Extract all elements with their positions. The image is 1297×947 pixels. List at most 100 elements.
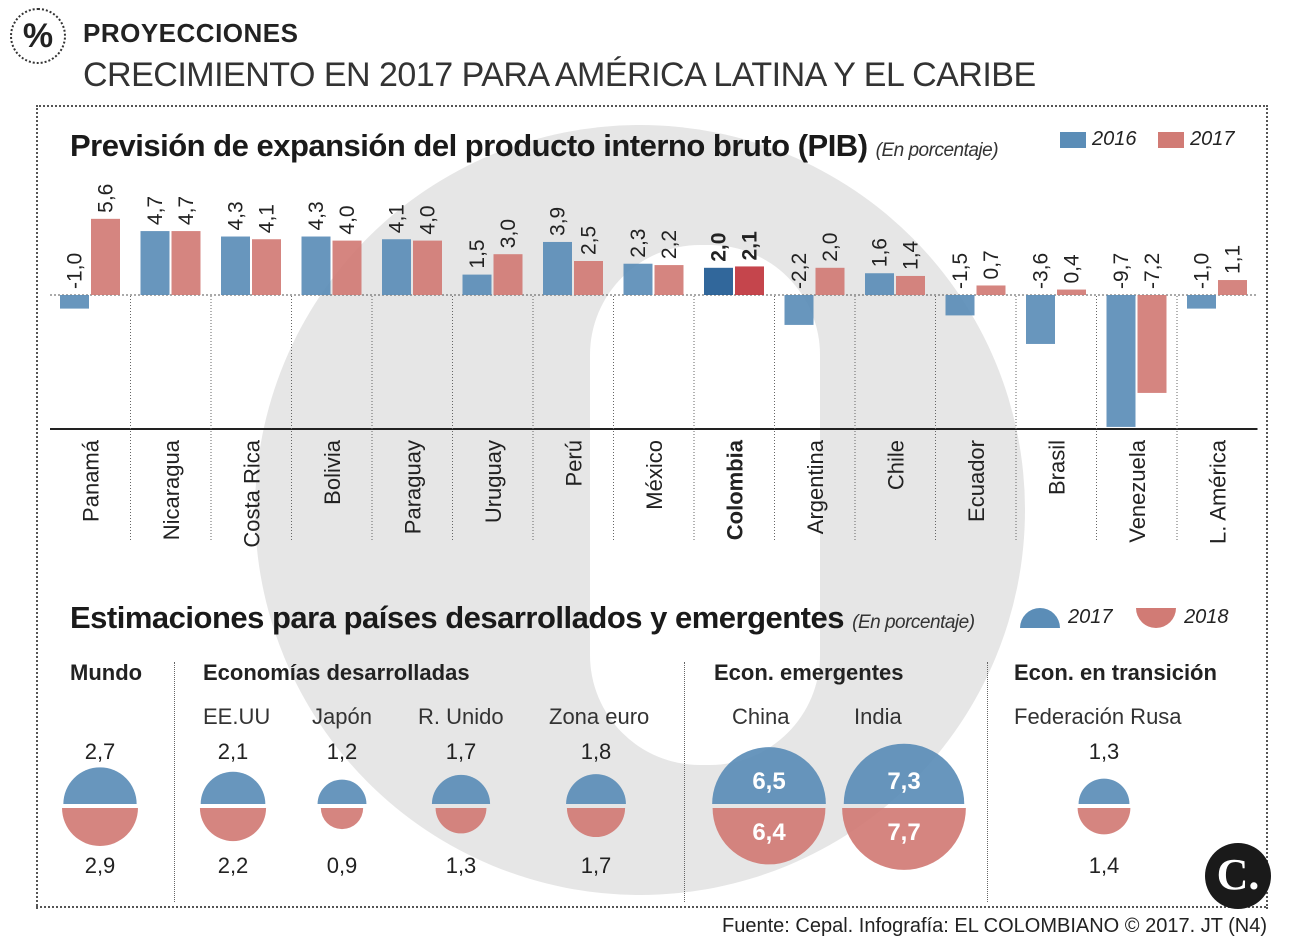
bar-label-2017-1: 4,7 [175,196,198,225]
category-label-13: Venezuela [1125,439,1150,543]
bubble-value-2018-3-0: 1,4 [1089,853,1120,878]
bar-2017-1 [171,231,201,295]
bubble-value-2017-3-0: 1,3 [1089,739,1120,764]
bar-2016-1 [140,231,170,295]
bar-label-2016-5: 1,5 [466,239,489,268]
bar-label-2016-14: -1,0 [1191,253,1214,289]
bubble-value-2017-2-0: 6,5 [752,768,785,795]
group-label-desarrolladas: Economías desarrolladas [203,660,470,685]
bar-2017-7 [654,265,684,295]
bubble-top-2017-1-2 [431,774,491,804]
category-label-10: Chile [883,440,908,490]
bar-2017-12 [1057,289,1086,295]
bar-label-2017-11: 0,7 [980,250,1003,279]
category-label-14: L. América [1205,439,1230,544]
bar-label-2016-13: -9,7 [1110,253,1133,289]
gdp-bar-chart: -1,0 5,6 Panamá 4,7 4,7 Nicaragua 4,3 4,1 Costa … [50,184,1258,548]
gdp-legend: 2016 2017 [1060,128,1235,151]
bubble-bottom-2018-3-0 [1077,808,1131,835]
bar-2016-13 [1106,295,1136,427]
bubble-top-2017-3-0 [1078,778,1130,804]
section-kicker: PROYECCIONES [83,18,299,48]
bar-2016-11 [945,295,975,316]
legend-half-dot-2017-icon [1020,607,1060,628]
bar-label-2016-9: -2,2 [788,253,811,289]
bar-2017-14 [1218,280,1247,295]
bubble-bottom-2018-0-0 [62,808,138,846]
bar-2016-4 [382,239,411,295]
bubble-top-2017-2-1 [843,743,965,804]
bubble-bottom-2018-2-1 [842,808,966,870]
bar-2016-10 [865,273,894,295]
bubble-country-rusia: Federación Rusa [1014,704,1182,729]
bubble-value-2018-1-1: 0,9 [327,853,358,878]
bar-2017-13 [1137,295,1167,393]
bar-label-2017-13: -7,2 [1141,253,1164,289]
bar-label-2016-1: 4,7 [144,196,167,225]
bar-2016-12 [1026,295,1055,344]
bubble-value-2018-1-0: 2,2 [218,853,249,878]
watermark-logo [255,125,1025,895]
percent-badge-icon: % [10,8,66,64]
bar-label-2017-12: 0,4 [1061,254,1084,284]
panel-frame [36,105,1268,909]
bar-label-2016-0: -1,0 [64,253,87,289]
bubble-bottom-2018-2-0 [712,808,826,865]
bar-label-2016-4: 4,1 [386,204,409,233]
category-label-4: Paraguay [400,440,425,534]
gdp-title-text: Previsión de expansión del producto inte… [70,128,868,163]
group-separator [684,662,685,902]
bar-label-2017-8: 2,1 [739,231,762,261]
bar-label-2016-12: -3,6 [1030,253,1053,289]
category-label-12: Brasil [1044,440,1069,495]
legend-half-dot-2018-icon [1136,607,1177,628]
bar-label-2016-7: 2,3 [627,229,650,258]
page-title: CRECIMIENTO EN 2017 PARA AMÉRICA LATINA … [83,56,1036,94]
bar-2016-7 [623,263,653,295]
bar-2016-9 [784,295,814,325]
estimates-chart-title: Estimaciones para países desarrollados y… [70,600,975,636]
source-credit: Fuente: Cepal. Infografía: EL COLOMBIANO… [722,915,1267,937]
bubble-country-china: China [732,704,790,729]
group-label-emergentes: Econ. emergentes [714,660,904,685]
bubble-country-japon: Japón [312,704,372,729]
bar-label-2017-3: 4,0 [336,205,359,234]
bar-2016-5 [462,274,492,295]
bar-2016-0 [60,295,89,309]
bar-2017-11 [976,285,1006,295]
legend-swatch-2016 [1060,131,1086,148]
bar-label-2017-4: 4,0 [417,205,440,234]
category-label-11: Ecuador [964,440,989,522]
legend-label-bub-2018: 2018 [1184,606,1229,628]
bar-2017-9 [815,267,845,295]
category-label-8: Colombia [722,439,747,540]
bar-2017-6 [574,261,603,295]
bubble-top-2017-2-0 [712,747,826,804]
estimates-title-text: Estimaciones para países desarrollados y… [70,600,845,635]
bubble-bottom-2018-1-0 [199,808,267,842]
bar-label-2016-2: 4,3 [225,201,248,230]
bubble-value-2018-0-0: 2,9 [85,853,116,878]
bar-label-2017-7: 2,2 [658,230,681,259]
bar-label-2016-3: 4,3 [305,201,328,230]
bubble-top-2017-1-3 [566,774,626,804]
category-label-1: Nicaragua [159,439,184,540]
legend-label-2016: 2016 [1092,128,1137,150]
bubble-value-2017-1-2: 1,7 [446,739,477,764]
bar-label-2016-10: 1,6 [869,238,892,267]
legend-label-2017: 2017 [1190,128,1235,150]
bar-label-2017-0: 5,6 [95,184,118,213]
group-label-transicion: Econ. en transición [1014,660,1217,685]
newspaper-logo-icon: C. [1205,843,1271,909]
bubble-value-2018-2-1: 7,7 [887,819,920,846]
bar-2017-4 [413,240,442,295]
category-label-3: Bolivia [320,439,345,505]
gdp-chart-title: Previsión de expansión del producto inte… [70,128,999,164]
bubble-value-2018-2-0: 6,4 [752,819,786,846]
bar-label-2016-8: 2,0 [708,233,731,262]
category-label-2: Costa Rica [239,439,264,547]
bar-label-2017-10: 1,4 [900,240,923,270]
bar-label-2017-6: 2,5 [578,226,601,255]
bar-label-2017-14: 1,1 [1222,245,1245,274]
bubble-bottom-2018-1-3 [566,808,626,838]
